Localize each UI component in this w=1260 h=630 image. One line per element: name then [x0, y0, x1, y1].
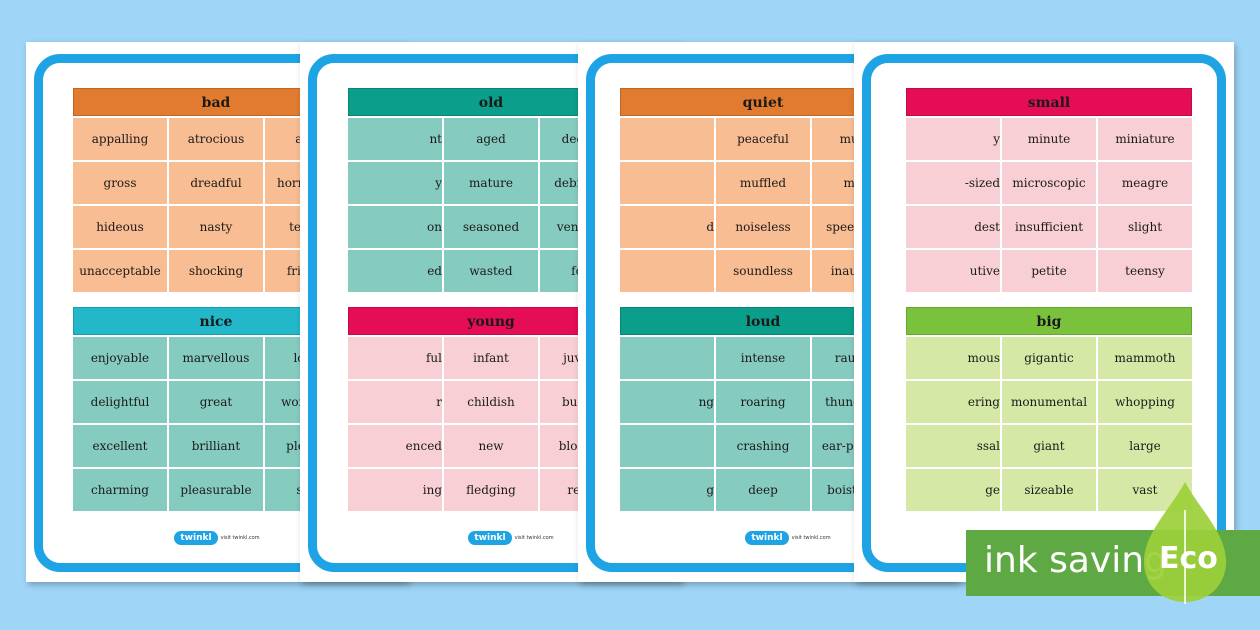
word-cell: unacceptable	[73, 250, 167, 292]
word-cell: ssal	[906, 425, 1000, 467]
word-cell: g	[620, 469, 714, 511]
word-cell: ering	[906, 381, 1000, 423]
word-cell	[620, 250, 714, 292]
word-cell: ng	[620, 381, 714, 423]
word-cell: ing	[348, 469, 442, 511]
word-cell: y	[348, 162, 442, 204]
word-cell: enced	[348, 425, 442, 467]
word-cell: r	[348, 381, 442, 423]
word-cell: petite	[1002, 250, 1096, 292]
word-cell: deep	[716, 469, 810, 511]
word-cell	[620, 162, 714, 204]
twinkl-logo: twinkl visit twinkl.com	[300, 527, 682, 546]
word-cell: d	[620, 206, 714, 248]
word-cell: sizeable	[1002, 469, 1096, 511]
word-cell: infant	[444, 337, 538, 379]
word-cell: shocking	[169, 250, 263, 292]
word-cell	[620, 337, 714, 379]
word-cell: enjoyable	[73, 337, 167, 379]
word-cell: mature	[444, 162, 538, 204]
word-cell: slight	[1098, 206, 1192, 248]
word-cell: on	[348, 206, 442, 248]
word-cell: new	[444, 425, 538, 467]
panel-big: big mous gigantic mammoth ering monument…	[906, 307, 1192, 511]
word-cell: nt	[348, 118, 442, 160]
sheet-4: small y minute miniature -sized microsco…	[854, 42, 1234, 582]
word-cell: mammoth	[1098, 337, 1192, 379]
panel-title: big	[906, 307, 1192, 335]
word-cell: excellent	[73, 425, 167, 467]
word-cell: seasoned	[444, 206, 538, 248]
word-cell: gross	[73, 162, 167, 204]
word-cell: ful	[348, 337, 442, 379]
word-cell: childish	[444, 381, 538, 423]
word-cell: wasted	[444, 250, 538, 292]
word-cell: whopping	[1098, 381, 1192, 423]
panel-title: small	[906, 88, 1192, 116]
word-cell: marvellous	[169, 337, 263, 379]
word-cell: soundless	[716, 250, 810, 292]
word-cell: crashing	[716, 425, 810, 467]
word-cell: delightful	[73, 381, 167, 423]
word-cell: ge	[906, 469, 1000, 511]
word-cell: insufficient	[1002, 206, 1096, 248]
word-cell: muffled	[716, 162, 810, 204]
word-cell: mous	[906, 337, 1000, 379]
word-cell: appalling	[73, 118, 167, 160]
word-cell: monumental	[1002, 381, 1096, 423]
word-cell: noiseless	[716, 206, 810, 248]
panel-small: small y minute miniature -sized microsco…	[906, 88, 1192, 292]
word-cell: giant	[1002, 425, 1096, 467]
leaf-icon	[1143, 482, 1227, 604]
word-cell	[620, 425, 714, 467]
word-cell: minute	[1002, 118, 1096, 160]
eco-label: Eco	[1159, 541, 1218, 576]
word-cell: intense	[716, 337, 810, 379]
word-cell: utive	[906, 250, 1000, 292]
word-cell: great	[169, 381, 263, 423]
word-cell: brilliant	[169, 425, 263, 467]
ink-saving-label: ink saving	[984, 540, 1167, 581]
word-cell: dreadful	[169, 162, 263, 204]
twinkl-logo: twinkl visit twinkl.com	[578, 527, 958, 546]
word-cell: roaring	[716, 381, 810, 423]
word-cell: meagre	[1098, 162, 1192, 204]
word-cell: peaceful	[716, 118, 810, 160]
word-cell: y	[906, 118, 1000, 160]
word-cell: large	[1098, 425, 1192, 467]
word-cell: teensy	[1098, 250, 1192, 292]
word-cell: microscopic	[1002, 162, 1096, 204]
word-cell: aged	[444, 118, 538, 160]
word-cell: ed	[348, 250, 442, 292]
word-cell: dest	[906, 206, 1000, 248]
word-cell: atrocious	[169, 118, 263, 160]
word-cell: hideous	[73, 206, 167, 248]
word-cell: pleasurable	[169, 469, 263, 511]
word-cell	[620, 118, 714, 160]
word-cell: fledging	[444, 469, 538, 511]
word-cell: miniature	[1098, 118, 1192, 160]
twinkl-logo: twinkl visit twinkl.com	[26, 527, 408, 546]
word-cell: -sized	[906, 162, 1000, 204]
word-cell: nasty	[169, 206, 263, 248]
word-cell: charming	[73, 469, 167, 511]
word-cell: gigantic	[1002, 337, 1096, 379]
